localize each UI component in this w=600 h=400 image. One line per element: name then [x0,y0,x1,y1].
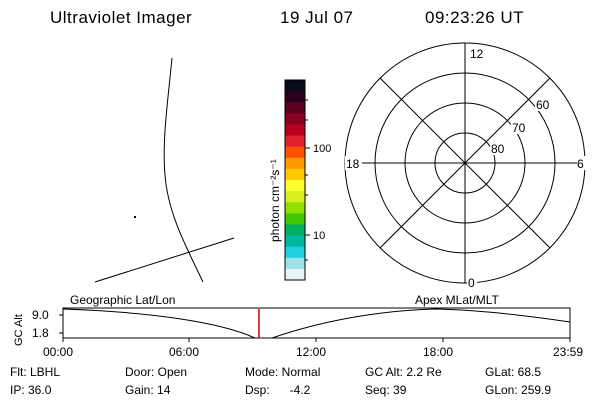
geographic-map [94,57,235,283]
mlt-label-0: 0 [468,276,475,290]
colorbar-swatch [285,157,305,170]
polar-plot [344,42,586,284]
colorbar-tick-10: 10 [313,230,325,242]
alt-ymin: 1.8 [32,326,49,340]
xtick-2359: 23:59 [553,345,583,359]
colorbar-swatch [285,80,305,92]
mlt-label-12: 12 [470,47,484,61]
mlat-label-60: 60 [536,98,550,112]
status-gc-alt: GC Alt: 2.2 Re [365,365,442,379]
colorbar-swatch [285,180,305,192]
colorbar-swatch [285,146,305,159]
colorbar-swatch [285,257,305,270]
status-door: Door: Open [125,365,188,379]
colorbar-unit-label: photon cm⁻²s⁻¹ [268,159,282,242]
geographic-label: Geographic Lat/Lon [70,293,175,307]
status-dsp: Dsp: -4.2 [245,383,311,397]
status-mode: Mode: Normal [245,365,321,379]
status-glon: GLon: 259.9 [485,383,552,397]
date-label: 19 Jul 07 [280,8,354,27]
colorbar-swatch [285,224,305,237]
colorbar-swatch [285,268,305,281]
colorbar-swatch [285,91,305,103]
mlt-label-18: 18 [346,157,360,171]
colorbar-swatch [285,168,305,181]
colorbar-swatch [285,102,305,114]
map-boundary-arc [163,57,204,283]
colorbar-swatch [285,246,305,259]
colorbar-swatch [285,235,305,248]
colorbar-swatch [285,113,305,126]
altitude-plot: GC Alt 9.0 1.8 00:00 06:00 12:00 18:00 2… [13,307,583,359]
color-bar: 100 10 photon cm⁻²s⁻¹ [268,79,331,281]
status-ip: IP: 36.0 [10,383,52,397]
status-glat: GLat: 68.5 [485,365,542,379]
xtick-0000: 00:00 [43,345,73,359]
mlat-label-70: 70 [512,121,526,135]
mlt-label-6: 6 [577,157,584,171]
status-seq: Seq: 39 [365,383,407,397]
xtick-0600: 06:00 [169,345,199,359]
colorbar-swatch [285,124,305,137]
xtick-1800: 18:00 [423,345,453,359]
status-gain: Gain: 14 [125,383,171,397]
colorbar-swatch [285,135,305,148]
colorbar-tick-100: 100 [313,143,331,155]
altitude-curve [62,308,571,339]
polar-labels: 12 18 6 0 60 70 80 [345,47,586,290]
xtick-1200: 12:00 [296,345,326,359]
alt-ylabel: GC Alt [13,314,25,346]
time-label: 09:23:26 UT [425,8,525,27]
colorbar-swatch [285,202,305,214]
alt-ymax: 9.0 [32,308,49,322]
status-filter: Flt: LBHL [10,365,61,379]
colorbar-swatch [285,213,305,226]
map-boundary-line [94,237,235,283]
instrument-title: Ultraviolet Imager [50,8,193,27]
map-speck [134,216,136,218]
colorbar-swatch [285,191,305,203]
mlat-label-80: 80 [491,142,505,156]
apex-label: Apex MLat/MLT [415,293,499,307]
